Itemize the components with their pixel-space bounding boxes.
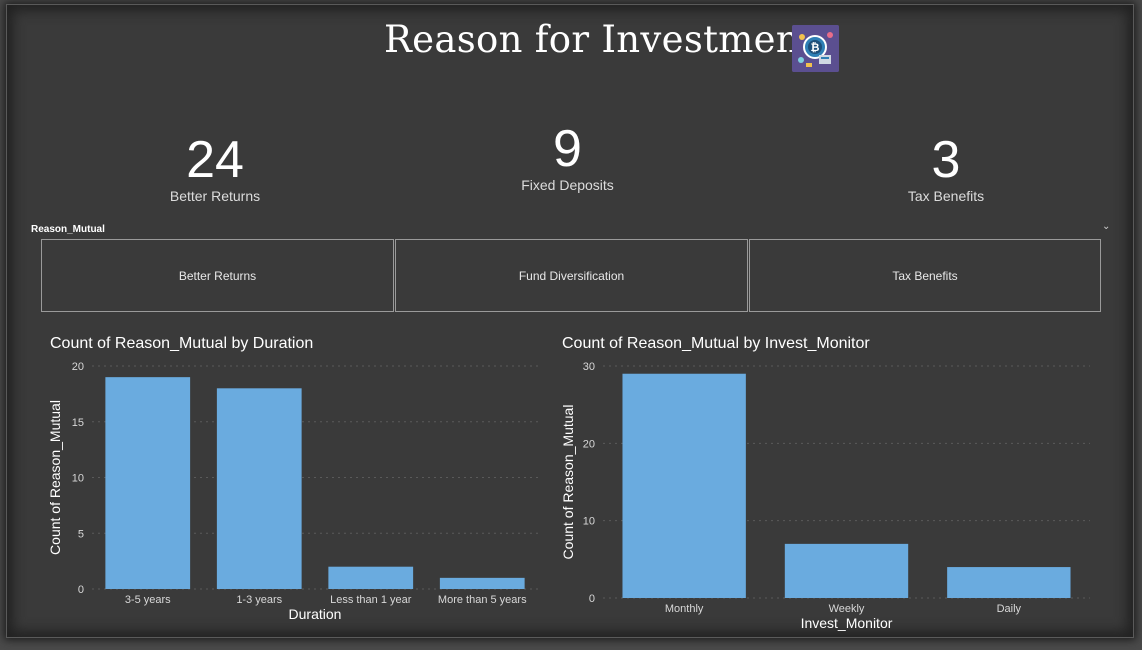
chart-title-duration: Count of Reason_Mutual by Duration <box>50 335 314 352</box>
y-tick-label: 20 <box>72 361 84 373</box>
kpi-fixed-deposits: 9 Fixed Deposits <box>500 123 635 193</box>
x-tick-label: Less than 1 year <box>330 594 412 606</box>
dashboard-frame <box>6 4 1134 638</box>
y-tick-label: 15 <box>72 417 84 429</box>
y-tick-label: 10 <box>72 473 84 485</box>
x-axis-title: Duration <box>289 606 342 622</box>
chart-title-invest-monitor: Count of Reason_Mutual by Invest_Monitor <box>562 335 870 352</box>
chart-duration: 0 5 10 15 20 3-5 years 1-3 years Less than 1 ye… <box>47 361 538 622</box>
y-tick-label: 0 <box>78 584 84 596</box>
svg-text:₿: ₿ <box>811 42 820 54</box>
kpi-label: Tax Benefits <box>907 188 985 204</box>
kpi-tax-benefits: 3 Tax Benefits <box>886 134 1006 204</box>
slicer-option-tax-benefits[interactable]: Tax Benefits <box>749 239 1101 312</box>
bar[interactable] <box>439 577 525 589</box>
bar[interactable] <box>328 566 414 589</box>
kpi-value: 9 <box>553 120 582 178</box>
bar[interactable] <box>947 567 1071 598</box>
y-axis-title: Count of Reason_Mutual <box>560 405 576 560</box>
chart-invest-monitor: 0 10 20 30 Monthly Weekly Daily Invest_Monitor C… <box>560 361 1090 631</box>
chevron-down-icon[interactable]: ⌄ <box>1102 221 1111 232</box>
kpi-value: 3 <box>931 131 961 189</box>
y-tick-label: 30 <box>583 361 595 373</box>
x-tick-label: Monthly <box>665 603 704 615</box>
y-tick-label: 20 <box>583 438 595 450</box>
x-tick-label: More than 5 years <box>438 594 527 606</box>
investment-logo-icon: ₿ <box>792 25 839 72</box>
bar[interactable] <box>105 377 191 589</box>
y-tick-label: 5 <box>78 528 84 540</box>
kpi-better-returns: 24 Better Returns <box>150 134 280 204</box>
y-tick-label: 0 <box>589 593 595 605</box>
y-axis-title: Count of Reason_Mutual <box>47 400 63 555</box>
x-axis-title: Invest_Monitor <box>801 615 893 631</box>
y-tick-label: 10 <box>583 516 595 528</box>
x-tick-label: 3-5 years <box>125 594 171 606</box>
page-title: Reason for Investment <box>384 18 816 61</box>
bar[interactable] <box>622 373 746 598</box>
x-tick-label: Daily <box>997 603 1022 615</box>
bar[interactable] <box>216 388 302 589</box>
x-tick-label: 1-3 years <box>236 594 282 606</box>
slicer-option-better-returns[interactable]: Better Returns <box>41 239 394 312</box>
kpi-label: Fixed Deposits <box>521 177 614 193</box>
slicer-title: Reason_Mutual <box>31 224 105 235</box>
kpi-label: Better Returns <box>169 188 261 204</box>
slicer-option-fund-diversification[interactable]: Fund Diversification <box>395 239 748 312</box>
kpi-value: 24 <box>186 131 244 189</box>
bar[interactable] <box>784 543 909 598</box>
x-tick-label: Weekly <box>829 603 865 615</box>
